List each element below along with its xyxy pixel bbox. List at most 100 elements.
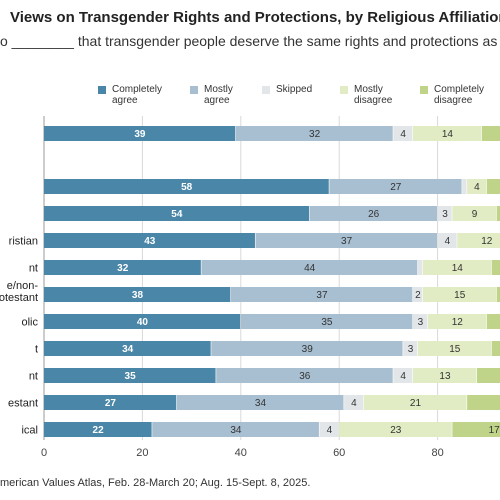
x-tick-label: 40	[235, 447, 247, 459]
legend-swatch	[190, 86, 198, 94]
bar-segment	[437, 206, 452, 221]
bar-segment	[427, 314, 487, 329]
bar-segment	[201, 260, 418, 275]
bar-segment	[44, 260, 201, 275]
data-label: 34	[122, 344, 134, 355]
data-label: 4	[400, 371, 406, 382]
bar-segment	[393, 368, 413, 383]
x-axis-ticks: 0 20 40 60 80	[41, 447, 444, 459]
bar-segment	[240, 314, 413, 329]
legend-label: Completely agree	[112, 84, 162, 106]
data-label: 3	[442, 209, 448, 220]
chart-title: Views on Transgender Rights and Protecti…	[10, 9, 500, 26]
data-label: 27	[390, 182, 402, 193]
bar-segment	[44, 341, 211, 356]
bar-segment	[422, 287, 497, 302]
data-label: 43	[144, 236, 156, 247]
bar-segment	[152, 422, 319, 437]
bar-segment	[344, 395, 364, 410]
data-label: 37	[316, 290, 328, 301]
legend-label: Skipped	[276, 84, 312, 95]
bar-segment	[486, 179, 500, 194]
data-label: 15	[454, 290, 466, 301]
category-label: ristian	[9, 236, 38, 248]
legend-swatch	[420, 86, 428, 94]
bar-segment	[211, 341, 403, 356]
chart-legend: Completely agree Mostly agree Skipped Mostly d…	[98, 84, 484, 106]
data-label: 27	[105, 398, 117, 409]
legend-label: Completely disagree	[434, 84, 484, 106]
bar-segment	[44, 368, 216, 383]
bar-segment	[44, 233, 255, 248]
bar-segment	[176, 395, 344, 410]
bar-segment	[255, 233, 437, 248]
data-label: 3	[408, 344, 414, 355]
bar-segment	[452, 422, 500, 437]
data-label: 4	[400, 129, 406, 140]
source-note: merican Values Atlas, Feb. 28-March 20; …	[0, 477, 311, 489]
data-label: 40	[137, 317, 149, 328]
bar-segment	[44, 179, 329, 194]
bar-segment	[496, 206, 500, 221]
bar-segment	[413, 126, 482, 141]
data-label: 14	[452, 263, 464, 274]
bar-segment	[319, 422, 339, 437]
bar-segment	[403, 341, 418, 356]
bar-segment	[437, 233, 457, 248]
data-label: 12	[481, 236, 493, 247]
bar-segment	[422, 260, 492, 275]
bar-segment	[235, 126, 393, 141]
data-label: 4	[351, 398, 357, 409]
category-label: estant	[8, 398, 38, 410]
bar-segment	[452, 206, 497, 221]
bar-segment	[44, 395, 177, 410]
data-label: 37	[341, 236, 353, 247]
data-label: 35	[125, 371, 137, 382]
data-label: 13	[439, 371, 451, 382]
legend-swatch	[340, 86, 348, 94]
bar-segment	[491, 260, 500, 275]
data-label: 4	[327, 425, 333, 436]
legend-label: Mostly agree	[204, 84, 233, 106]
bar-segment	[339, 422, 452, 437]
x-tick-label: 0	[41, 447, 47, 459]
bar-segment	[467, 395, 500, 410]
bar-segment	[467, 179, 487, 194]
x-tick-label: 60	[333, 447, 345, 459]
bar-segment	[44, 314, 241, 329]
data-label: 21	[410, 398, 422, 409]
bar-segment	[476, 368, 500, 383]
data-label: 34	[255, 398, 267, 409]
bar-segment	[413, 287, 423, 302]
bar-segment	[496, 287, 500, 302]
bar-segment	[417, 260, 423, 275]
data-label: 2	[415, 290, 421, 301]
x-tick-label: 80	[431, 447, 443, 459]
data-label: 14	[442, 129, 454, 140]
data-label: 34	[230, 425, 242, 436]
bar-segment	[457, 233, 500, 248]
data-label: 3	[418, 317, 424, 328]
data-label: 54	[171, 209, 183, 220]
data-label: 4	[474, 182, 480, 193]
legend-label: Mostly disagree	[354, 84, 393, 106]
category-label: t	[35, 344, 38, 356]
data-label: 44	[304, 263, 316, 274]
bar-segment	[216, 368, 393, 383]
chart-subtitle: o ________ that transgender people deser…	[0, 33, 498, 49]
bar-segment	[417, 341, 492, 356]
bar-segment	[462, 179, 467, 194]
bar-segment	[44, 126, 236, 141]
legend-swatch	[98, 86, 106, 94]
bar-segment	[329, 179, 462, 194]
data-label: 26	[368, 209, 380, 220]
bar-segment	[363, 395, 467, 410]
bar-segment	[413, 314, 428, 329]
data-label: 12	[452, 317, 464, 328]
category-label: otestant	[0, 292, 38, 304]
bar-segment	[413, 368, 477, 383]
legend-swatch	[262, 86, 270, 94]
category-label: nt	[29, 263, 38, 275]
data-label: 22	[93, 425, 105, 436]
